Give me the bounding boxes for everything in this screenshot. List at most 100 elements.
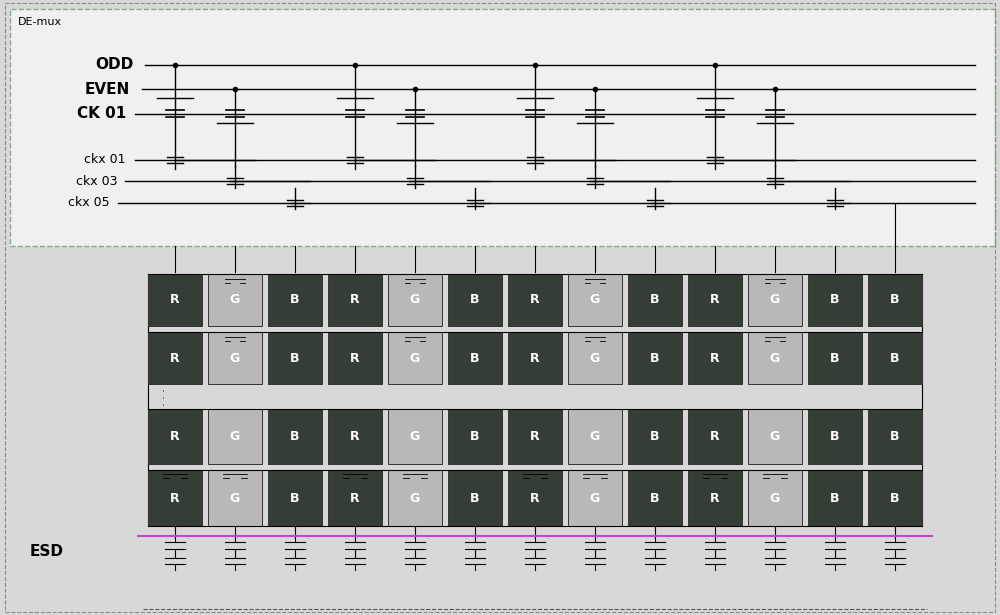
Text: R: R bbox=[170, 352, 180, 365]
Bar bbox=[628, 409, 682, 464]
Bar bbox=[808, 274, 862, 326]
Bar bbox=[868, 409, 922, 464]
Text: B: B bbox=[890, 430, 900, 443]
Bar bbox=[868, 332, 922, 384]
Text: G: G bbox=[410, 491, 420, 505]
Bar bbox=[568, 274, 622, 326]
Text: R: R bbox=[350, 352, 360, 365]
Text: B: B bbox=[470, 430, 480, 443]
Text: B: B bbox=[830, 491, 840, 505]
Bar bbox=[628, 332, 682, 384]
Bar bbox=[208, 332, 262, 384]
Bar bbox=[748, 332, 802, 384]
Bar bbox=[808, 470, 862, 526]
Bar bbox=[208, 409, 262, 464]
Text: B: B bbox=[830, 352, 840, 365]
Text: DE-mux: DE-mux bbox=[18, 17, 62, 26]
Text: B: B bbox=[290, 491, 300, 505]
Bar bbox=[508, 409, 562, 464]
Text: ckx 03: ckx 03 bbox=[76, 175, 118, 188]
Text: G: G bbox=[230, 293, 240, 306]
Bar bbox=[148, 470, 202, 526]
Bar bbox=[868, 332, 922, 384]
Text: R: R bbox=[170, 491, 180, 505]
Bar bbox=[208, 470, 262, 526]
Bar bbox=[508, 409, 562, 464]
Bar bbox=[688, 274, 742, 326]
Bar bbox=[148, 470, 202, 526]
Bar bbox=[268, 409, 322, 464]
Text: R: R bbox=[530, 491, 540, 505]
Bar bbox=[808, 332, 862, 384]
Text: G: G bbox=[770, 491, 780, 505]
Text: ckx 01: ckx 01 bbox=[84, 153, 126, 167]
Text: CK 01: CK 01 bbox=[77, 106, 126, 121]
Bar bbox=[748, 470, 802, 526]
Bar bbox=[148, 332, 202, 384]
Text: B: B bbox=[650, 352, 660, 365]
Text: B: B bbox=[890, 293, 900, 306]
Bar bbox=[628, 332, 682, 384]
Bar bbox=[328, 470, 382, 526]
Text: ESD: ESD bbox=[30, 544, 64, 559]
Text: B: B bbox=[470, 491, 480, 505]
Bar bbox=[748, 409, 802, 464]
Text: R: R bbox=[530, 293, 540, 306]
Text: G: G bbox=[590, 293, 600, 306]
Bar bbox=[148, 274, 202, 326]
Text: B: B bbox=[290, 293, 300, 306]
Bar bbox=[268, 332, 322, 384]
Bar bbox=[508, 332, 562, 384]
Bar bbox=[508, 274, 562, 326]
Bar bbox=[448, 332, 502, 384]
Bar bbox=[688, 332, 742, 384]
Text: B: B bbox=[470, 352, 480, 365]
Text: B: B bbox=[290, 430, 300, 443]
Bar bbox=[628, 409, 682, 464]
Text: B: B bbox=[830, 293, 840, 306]
Bar bbox=[328, 274, 382, 326]
Bar bbox=[268, 332, 322, 384]
Bar bbox=[388, 409, 442, 464]
Bar bbox=[688, 274, 742, 326]
Bar bbox=[148, 274, 202, 326]
Bar bbox=[148, 332, 202, 384]
Bar bbox=[448, 274, 502, 326]
FancyBboxPatch shape bbox=[10, 9, 995, 246]
Bar bbox=[868, 470, 922, 526]
Text: R: R bbox=[710, 352, 720, 365]
Bar bbox=[268, 409, 322, 464]
Text: R: R bbox=[350, 430, 360, 443]
Bar bbox=[508, 470, 562, 526]
Text: G: G bbox=[410, 352, 420, 365]
Bar bbox=[568, 332, 622, 384]
Text: R: R bbox=[350, 491, 360, 505]
Bar bbox=[568, 409, 622, 464]
Text: B: B bbox=[650, 491, 660, 505]
Text: R: R bbox=[710, 430, 720, 443]
Bar bbox=[808, 470, 862, 526]
Text: G: G bbox=[230, 352, 240, 365]
Bar bbox=[328, 470, 382, 526]
Bar bbox=[508, 274, 562, 326]
Text: B: B bbox=[290, 352, 300, 365]
Text: B: B bbox=[890, 352, 900, 365]
Bar bbox=[268, 274, 322, 326]
Bar bbox=[688, 409, 742, 464]
Bar bbox=[448, 274, 502, 326]
Text: · · ·: · · · bbox=[160, 387, 170, 406]
Bar bbox=[268, 470, 322, 526]
Text: B: B bbox=[830, 430, 840, 443]
Bar bbox=[268, 470, 322, 526]
Bar bbox=[688, 470, 742, 526]
Text: B: B bbox=[650, 430, 660, 443]
Bar bbox=[688, 332, 742, 384]
Text: R: R bbox=[710, 293, 720, 306]
Text: B: B bbox=[890, 491, 900, 505]
Bar bbox=[628, 274, 682, 326]
Text: G: G bbox=[590, 352, 600, 365]
Text: G: G bbox=[410, 293, 420, 306]
Bar bbox=[508, 470, 562, 526]
Text: G: G bbox=[770, 293, 780, 306]
Text: B: B bbox=[470, 293, 480, 306]
